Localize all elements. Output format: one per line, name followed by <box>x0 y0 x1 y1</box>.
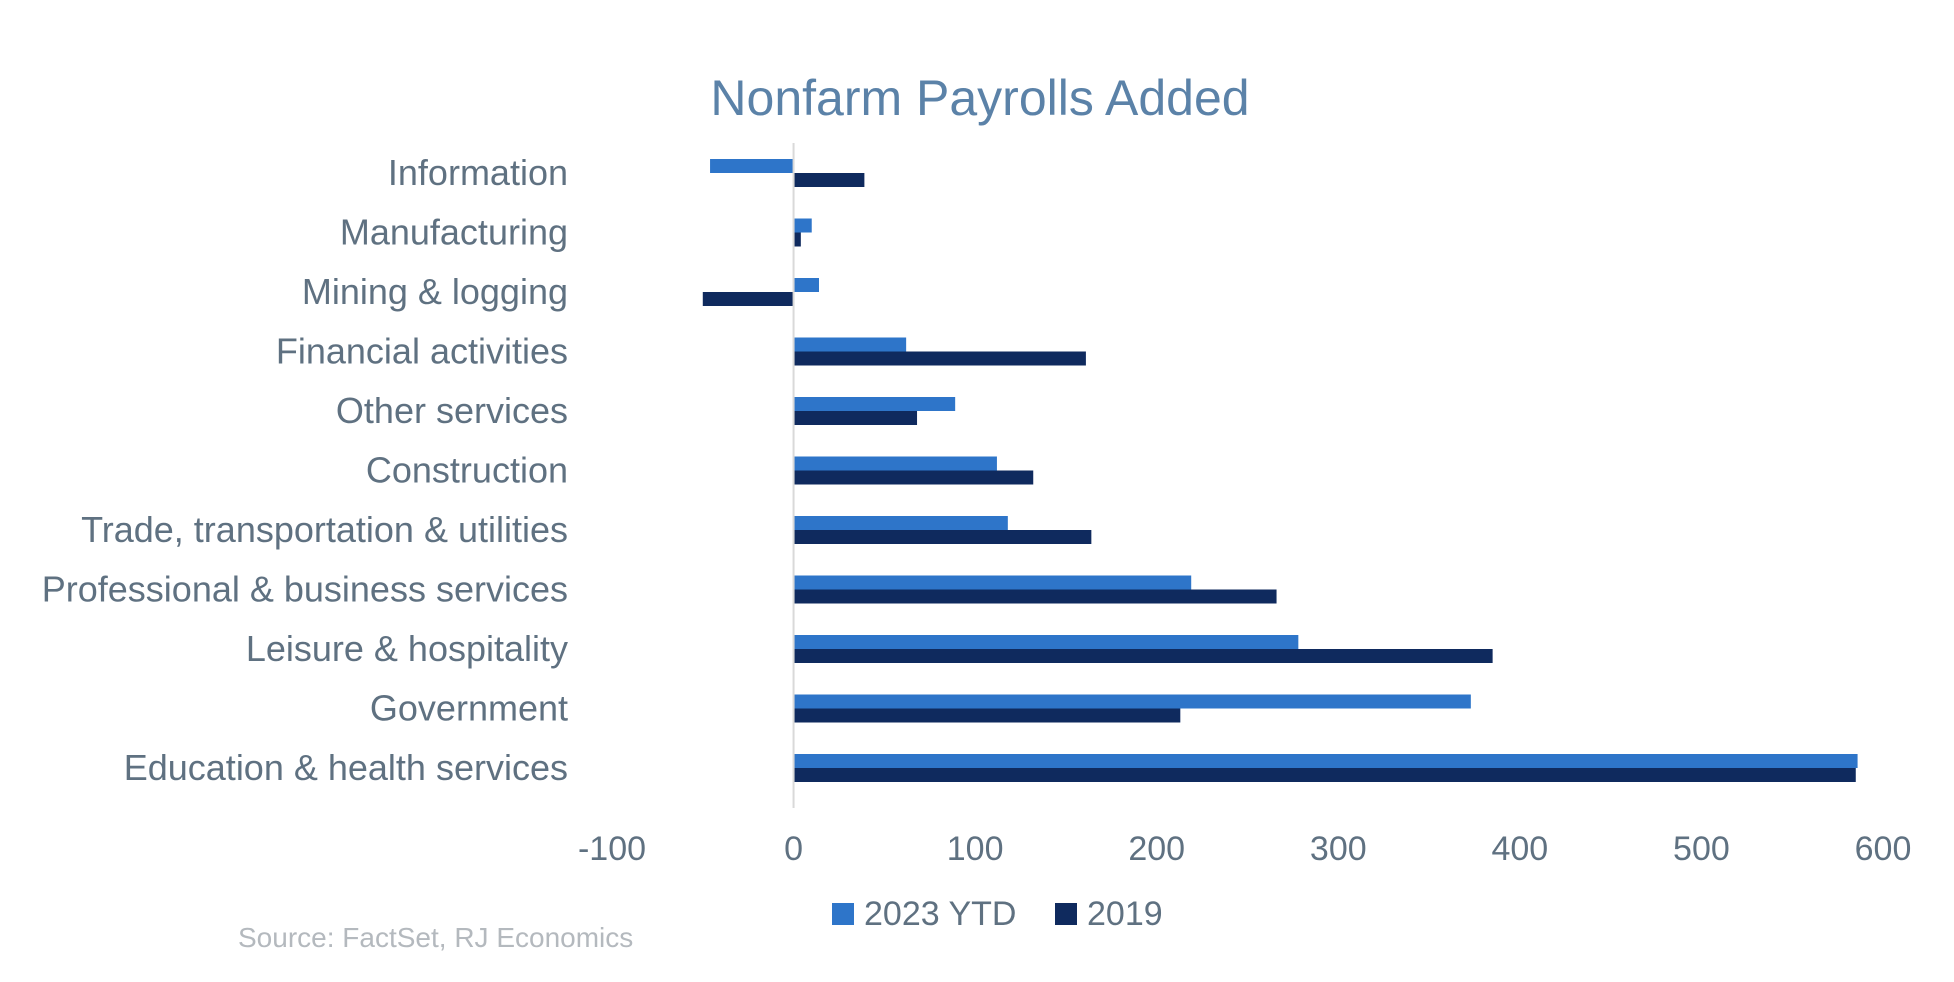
bars-group <box>702 159 1858 782</box>
bar-2023-ytd-4 <box>793 397 956 411</box>
x-tick-label: 600 <box>1855 830 1912 868</box>
legend-label: 2019 <box>1087 895 1163 933</box>
bar-2023-ytd-2 <box>793 278 819 292</box>
category-label: Mining & logging <box>302 271 568 312</box>
bar-2019-8 <box>793 649 1493 663</box>
category-label: Professional & business services <box>42 569 568 610</box>
x-tick-label: 0 <box>784 830 803 868</box>
category-label: Education & health services <box>124 747 568 788</box>
legend-label: 2023 YTD <box>864 895 1016 933</box>
chart-title: Nonfarm Payrolls Added <box>710 70 1249 126</box>
bar-2019-5 <box>793 470 1034 485</box>
bar-2023-ytd-0 <box>710 159 794 173</box>
bar-2023-ytd-9 <box>793 694 1471 709</box>
bar-2023-ytd-10 <box>793 754 1858 768</box>
legend: 2023 YTD 2019 <box>832 895 1163 933</box>
bar-2023-ytd-1 <box>793 218 812 233</box>
category-label: Leisure & hospitality <box>246 628 568 669</box>
source-note: Source: FactSet, RJ Economics <box>238 922 633 953</box>
bar-2023-ytd-3 <box>793 337 907 352</box>
legend-swatch <box>832 903 854 925</box>
bar-2019-3 <box>793 351 1086 366</box>
bar-2023-ytd-8 <box>793 635 1299 649</box>
bar-2023-ytd-6 <box>793 516 1008 530</box>
category-label: Manufacturing <box>340 212 568 253</box>
category-label: Construction <box>366 450 568 491</box>
bar-2023-ytd-7 <box>793 575 1192 590</box>
x-tick-label: 100 <box>947 830 1004 868</box>
category-label: Other services <box>336 390 568 431</box>
category-labels: Information Manufacturing Mining & logging… <box>42 152 568 788</box>
x-tick-label: 400 <box>1491 830 1548 868</box>
bar-2023-ytd-5 <box>793 456 997 471</box>
x-tick-label: 300 <box>1310 830 1367 868</box>
bar-2019-2 <box>702 292 794 306</box>
category-label: Government <box>370 688 568 729</box>
category-label: Trade, transportation & utilities <box>81 509 568 550</box>
category-label: Information <box>388 152 568 193</box>
bar-2019-7 <box>793 589 1277 604</box>
category-label: Financial activities <box>276 331 568 372</box>
x-tick-label: 500 <box>1673 830 1730 868</box>
bar-2019-1 <box>793 232 801 247</box>
bar-2019-10 <box>793 768 1856 782</box>
x-tick-label: -100 <box>578 830 646 868</box>
x-tick-labels: -100 0 100 200 300 400 500 600 <box>578 830 1911 868</box>
x-tick-label: 200 <box>1128 830 1185 868</box>
bar-2019-6 <box>793 530 1092 544</box>
bar-2019-0 <box>793 173 865 187</box>
bar-2019-4 <box>793 411 918 425</box>
bar-2019-9 <box>793 708 1181 723</box>
legend-swatch <box>1055 903 1077 925</box>
